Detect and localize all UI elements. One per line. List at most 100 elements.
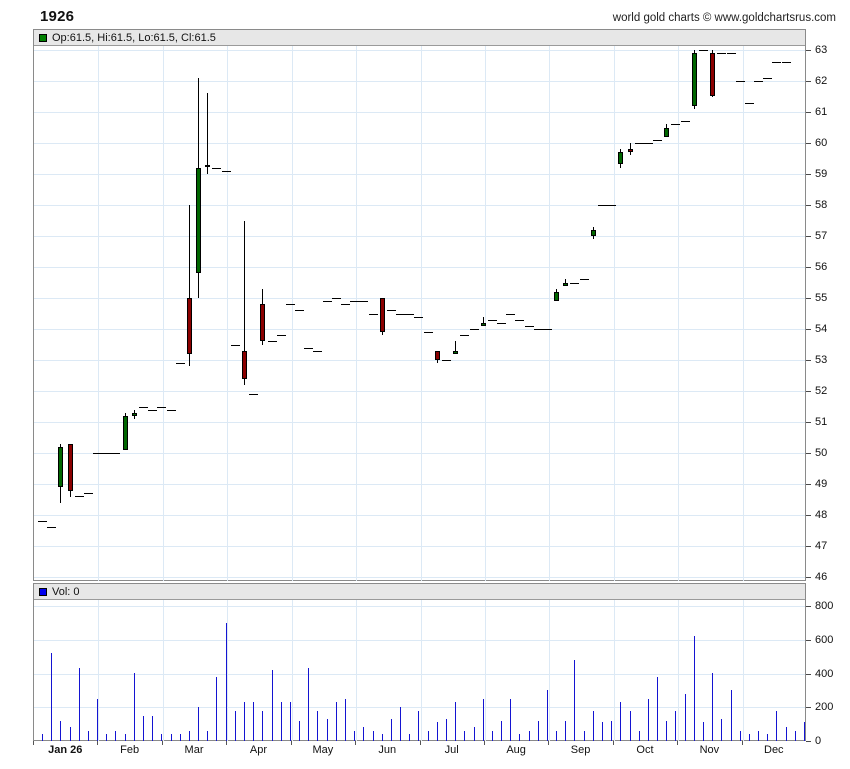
price-legend-label: Op:61.5, Hi:61.5, Lo:61.5, Cl:61.5 xyxy=(52,31,216,44)
price-flat-marker xyxy=(74,496,84,497)
price-axis-label: 50 xyxy=(815,447,828,459)
price-axis-label: 56 xyxy=(815,261,828,273)
price-flat-marker xyxy=(671,124,681,125)
price-flat-marker xyxy=(212,168,222,169)
price-legend-bar: Op:61.5, Hi:61.5, Lo:61.5, Cl:61.5 xyxy=(34,30,805,46)
price-flat-marker xyxy=(295,310,305,311)
volume-bar xyxy=(88,731,89,741)
candle-body-down xyxy=(67,444,73,491)
price-plot-area xyxy=(34,46,805,581)
price-flat-marker xyxy=(313,351,323,352)
price-flat-marker xyxy=(396,314,406,315)
price-gridline xyxy=(34,422,805,423)
price-axis-tick xyxy=(806,546,811,547)
price-flat-marker xyxy=(441,360,451,361)
candle-body-up xyxy=(205,165,211,167)
volume-bar xyxy=(400,707,401,741)
volume-bar xyxy=(446,719,447,741)
price-flat-marker xyxy=(497,323,507,324)
volume-y-axis: 0 200 400 600 800 xyxy=(806,600,850,747)
x-axis-label: Jul xyxy=(444,744,459,756)
price-flat-marker xyxy=(634,143,644,144)
price-axis-label: 58 xyxy=(815,199,828,211)
price-gridline xyxy=(34,453,805,454)
price-axis-label: 61 xyxy=(815,106,828,118)
candle-body-up xyxy=(618,152,624,164)
x-axis-label: Feb xyxy=(120,744,140,756)
volume-bar xyxy=(317,711,318,741)
volume-bar xyxy=(648,699,649,741)
price-flat-marker xyxy=(533,329,543,330)
candle-wick xyxy=(483,317,484,326)
candle-body-up xyxy=(131,413,137,416)
volume-bar xyxy=(281,702,282,741)
price-axis-label: 55 xyxy=(815,292,828,304)
volume-bar xyxy=(391,719,392,741)
price-axis-tick xyxy=(806,329,811,330)
price-flat-marker xyxy=(230,345,240,346)
price-flat-marker xyxy=(487,320,497,321)
x-axis-tick xyxy=(742,741,743,745)
volume-bar xyxy=(418,711,419,741)
volume-bar xyxy=(363,727,364,741)
volume-gridline xyxy=(34,606,805,607)
candle-body-up xyxy=(554,292,560,301)
price-axis-label: 60 xyxy=(815,137,828,149)
price-flat-marker xyxy=(781,62,791,63)
price-gridline xyxy=(34,174,805,175)
x-axis-label: Mar xyxy=(184,744,204,756)
price-axis-tick xyxy=(806,81,811,82)
month-gridline xyxy=(163,46,164,581)
candle-body-down xyxy=(627,149,633,152)
volume-bar xyxy=(474,727,475,741)
candle-body-up xyxy=(196,168,202,273)
x-axis-tick xyxy=(291,741,292,745)
price-flat-marker xyxy=(469,329,479,330)
volume-bar xyxy=(630,711,631,741)
price-flat-marker xyxy=(368,314,378,315)
price-gridline xyxy=(34,515,805,516)
volume-bar xyxy=(483,699,484,741)
volume-bar xyxy=(749,734,750,741)
volume-gridline xyxy=(34,674,805,675)
price-flat-marker xyxy=(304,348,314,349)
price-gridline xyxy=(34,484,805,485)
volume-axis-tick xyxy=(806,606,811,607)
price-gridline xyxy=(34,577,805,578)
candle-wick xyxy=(207,93,208,174)
month-gridline xyxy=(678,46,679,581)
price-flat-marker xyxy=(699,50,709,51)
candle-body-down xyxy=(434,351,440,360)
volume-bar xyxy=(758,731,759,741)
volume-bar xyxy=(547,690,548,741)
volume-bar xyxy=(290,702,291,741)
price-axis-tick xyxy=(806,515,811,516)
month-gridline xyxy=(549,46,550,581)
volume-bar xyxy=(51,653,52,741)
price-gridline xyxy=(34,50,805,51)
volume-bar xyxy=(143,716,144,741)
volume-bar xyxy=(327,719,328,741)
x-axis-tick xyxy=(97,741,98,745)
volume-bar xyxy=(712,673,713,741)
price-flat-marker xyxy=(405,314,415,315)
price-flat-marker xyxy=(166,410,176,411)
volume-bar xyxy=(299,721,300,741)
volume-bar xyxy=(685,694,686,741)
price-flat-marker xyxy=(744,103,754,104)
x-axis-tick xyxy=(420,741,421,745)
price-flat-marker xyxy=(148,410,158,411)
price-flat-marker xyxy=(340,304,350,305)
volume-legend-bar: Vol: 0 xyxy=(34,584,805,600)
price-axis-tick xyxy=(806,577,811,578)
month-gridline xyxy=(421,46,422,581)
volume-panel: Vol: 0 xyxy=(33,583,806,741)
candle-body-up xyxy=(480,323,486,326)
price-flat-marker xyxy=(680,121,690,122)
x-axis-label: Oct xyxy=(636,744,654,756)
volume-bar xyxy=(584,731,585,741)
price-axis-label: 51 xyxy=(815,416,828,428)
volume-axis-tick xyxy=(806,674,811,675)
volume-bar xyxy=(79,668,80,741)
